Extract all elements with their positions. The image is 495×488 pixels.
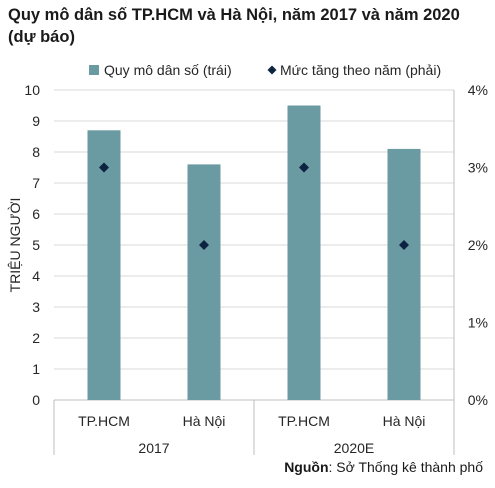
- y-tick-label: 1: [32, 361, 40, 377]
- x-group-label: 2017: [138, 440, 169, 456]
- y-tick-label: 3: [32, 299, 40, 315]
- y2-tick-label: 3%: [468, 160, 488, 176]
- y-tick-label: 9: [32, 113, 40, 129]
- y-tick-label: 4: [32, 268, 40, 284]
- bar-series: [87, 105, 421, 401]
- marker-point: [99, 162, 109, 173]
- x-tick-label: TP.HCM: [278, 413, 330, 429]
- legend: Quy mô dân số (trái) Mức tăng theo năm (p…: [89, 62, 441, 78]
- legend-swatch-marker: [267, 65, 277, 75]
- y-tick-label: 0: [32, 392, 40, 408]
- marker-series: [99, 162, 409, 250]
- x-group-label: 2020E: [334, 440, 374, 456]
- bar: [287, 105, 321, 400]
- grid-lines: [54, 89, 455, 401]
- x-axis-groups: 2017 2020E: [53, 400, 455, 456]
- x-tick-label: TP.HCM: [78, 413, 130, 429]
- y2-tick-label: 2%: [468, 237, 488, 253]
- source-note: Nguồn: Sở Thống kê thành phố: [284, 459, 483, 475]
- marker-point: [399, 240, 409, 250]
- y-axis-label: TRIỆU NGƯỜI: [7, 198, 23, 293]
- right-axis-ticks: 0% 1% 2% 3% 4%: [468, 82, 488, 408]
- y-tick-label: 2: [32, 330, 40, 346]
- y-tick-label: 6: [32, 206, 40, 222]
- legend-label-bar: Quy mô dân số (trái): [104, 62, 232, 78]
- x-tick-label: Hà Nội: [183, 413, 226, 429]
- source-text: : Sở Thống kê thành phố: [328, 459, 483, 475]
- y-tick-label: 8: [32, 144, 40, 160]
- y2-tick-label: 1%: [468, 315, 488, 331]
- legend-label-marker: Mức tăng theo năm (phải): [280, 62, 441, 78]
- y2-tick-label: 4%: [468, 82, 488, 98]
- marker-point: [299, 162, 309, 173]
- bar: [187, 164, 221, 400]
- bar: [387, 148, 421, 400]
- x-tick-label: Hà Nội: [383, 413, 426, 429]
- y-tick-label: 7: [32, 175, 40, 191]
- chart-title: Quy mô dân số TP.HCM và Hà Nội, năm 2017…: [8, 6, 460, 46]
- y-tick-label: 5: [32, 237, 40, 253]
- legend-swatch-bar: [89, 65, 99, 75]
- y-tick-label: 10: [24, 82, 40, 98]
- bar: [87, 130, 121, 401]
- y2-tick-label: 0%: [468, 392, 488, 408]
- source-label: Nguồn: [284, 459, 329, 475]
- marker-point: [199, 240, 209, 250]
- x-axis-ticks: TP.HCM Hà Nội TP.HCM Hà Nội: [78, 413, 425, 429]
- left-axis-ticks: 0 1 2 3 4 5 6 7 8 9 10: [24, 82, 40, 408]
